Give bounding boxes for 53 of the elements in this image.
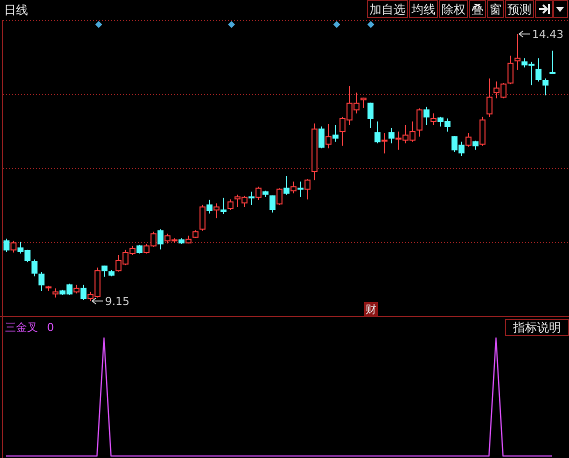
text: 指标说明 <box>512 320 561 334</box>
candlestick <box>374 120 380 144</box>
candlestick <box>32 259 38 277</box>
text: 加自选 <box>370 2 406 16</box>
candlestick <box>248 191 254 206</box>
candlestick <box>158 228 164 250</box>
candlestick <box>38 272 44 292</box>
candlestick <box>332 124 338 142</box>
candlestick <box>542 78 548 96</box>
candlestick <box>514 34 520 70</box>
candlestick <box>382 132 388 154</box>
candlestick <box>290 181 296 194</box>
candlestick <box>214 202 220 219</box>
text: 预测 <box>508 2 532 16</box>
annotation: 9.15 <box>105 295 130 308</box>
candlestick <box>80 284 86 300</box>
text: 叠 <box>472 2 484 16</box>
candlestick <box>270 194 276 214</box>
candlestick <box>10 240 16 253</box>
text: 财 <box>366 303 376 316</box>
text: 均线 <box>410 2 436 16</box>
candlestick <box>466 132 472 148</box>
candlestick <box>368 102 374 129</box>
candlestick <box>508 55 514 85</box>
candlestick <box>416 108 422 138</box>
candlestick <box>360 97 366 108</box>
candlestick <box>536 58 542 82</box>
candlestick <box>276 188 282 206</box>
candlestick <box>200 204 206 232</box>
candlestick <box>472 140 478 150</box>
text: 除权 <box>442 2 466 16</box>
candlestick <box>388 128 394 144</box>
candlestick <box>220 197 226 215</box>
text: 窗 <box>490 2 502 16</box>
candlestick <box>318 126 324 149</box>
candlestick <box>256 186 262 200</box>
candlestick <box>304 178 310 200</box>
chart-title: 日线 <box>4 3 28 17</box>
candlestick <box>550 50 556 74</box>
annotation: 14.43 <box>532 28 564 41</box>
candlestick <box>206 199 212 214</box>
text: 三金叉 <box>5 321 38 334</box>
candlestick <box>298 181 304 198</box>
candlestick <box>102 265 108 278</box>
candlestick <box>228 198 234 210</box>
candlestick <box>284 176 290 196</box>
candlestick <box>4 238 10 252</box>
candlestick <box>52 288 58 298</box>
candlestick <box>486 78 492 118</box>
candlestick <box>430 112 436 126</box>
candlestick <box>326 124 332 149</box>
candlestick <box>424 106 430 126</box>
text: 0 <box>47 321 54 334</box>
